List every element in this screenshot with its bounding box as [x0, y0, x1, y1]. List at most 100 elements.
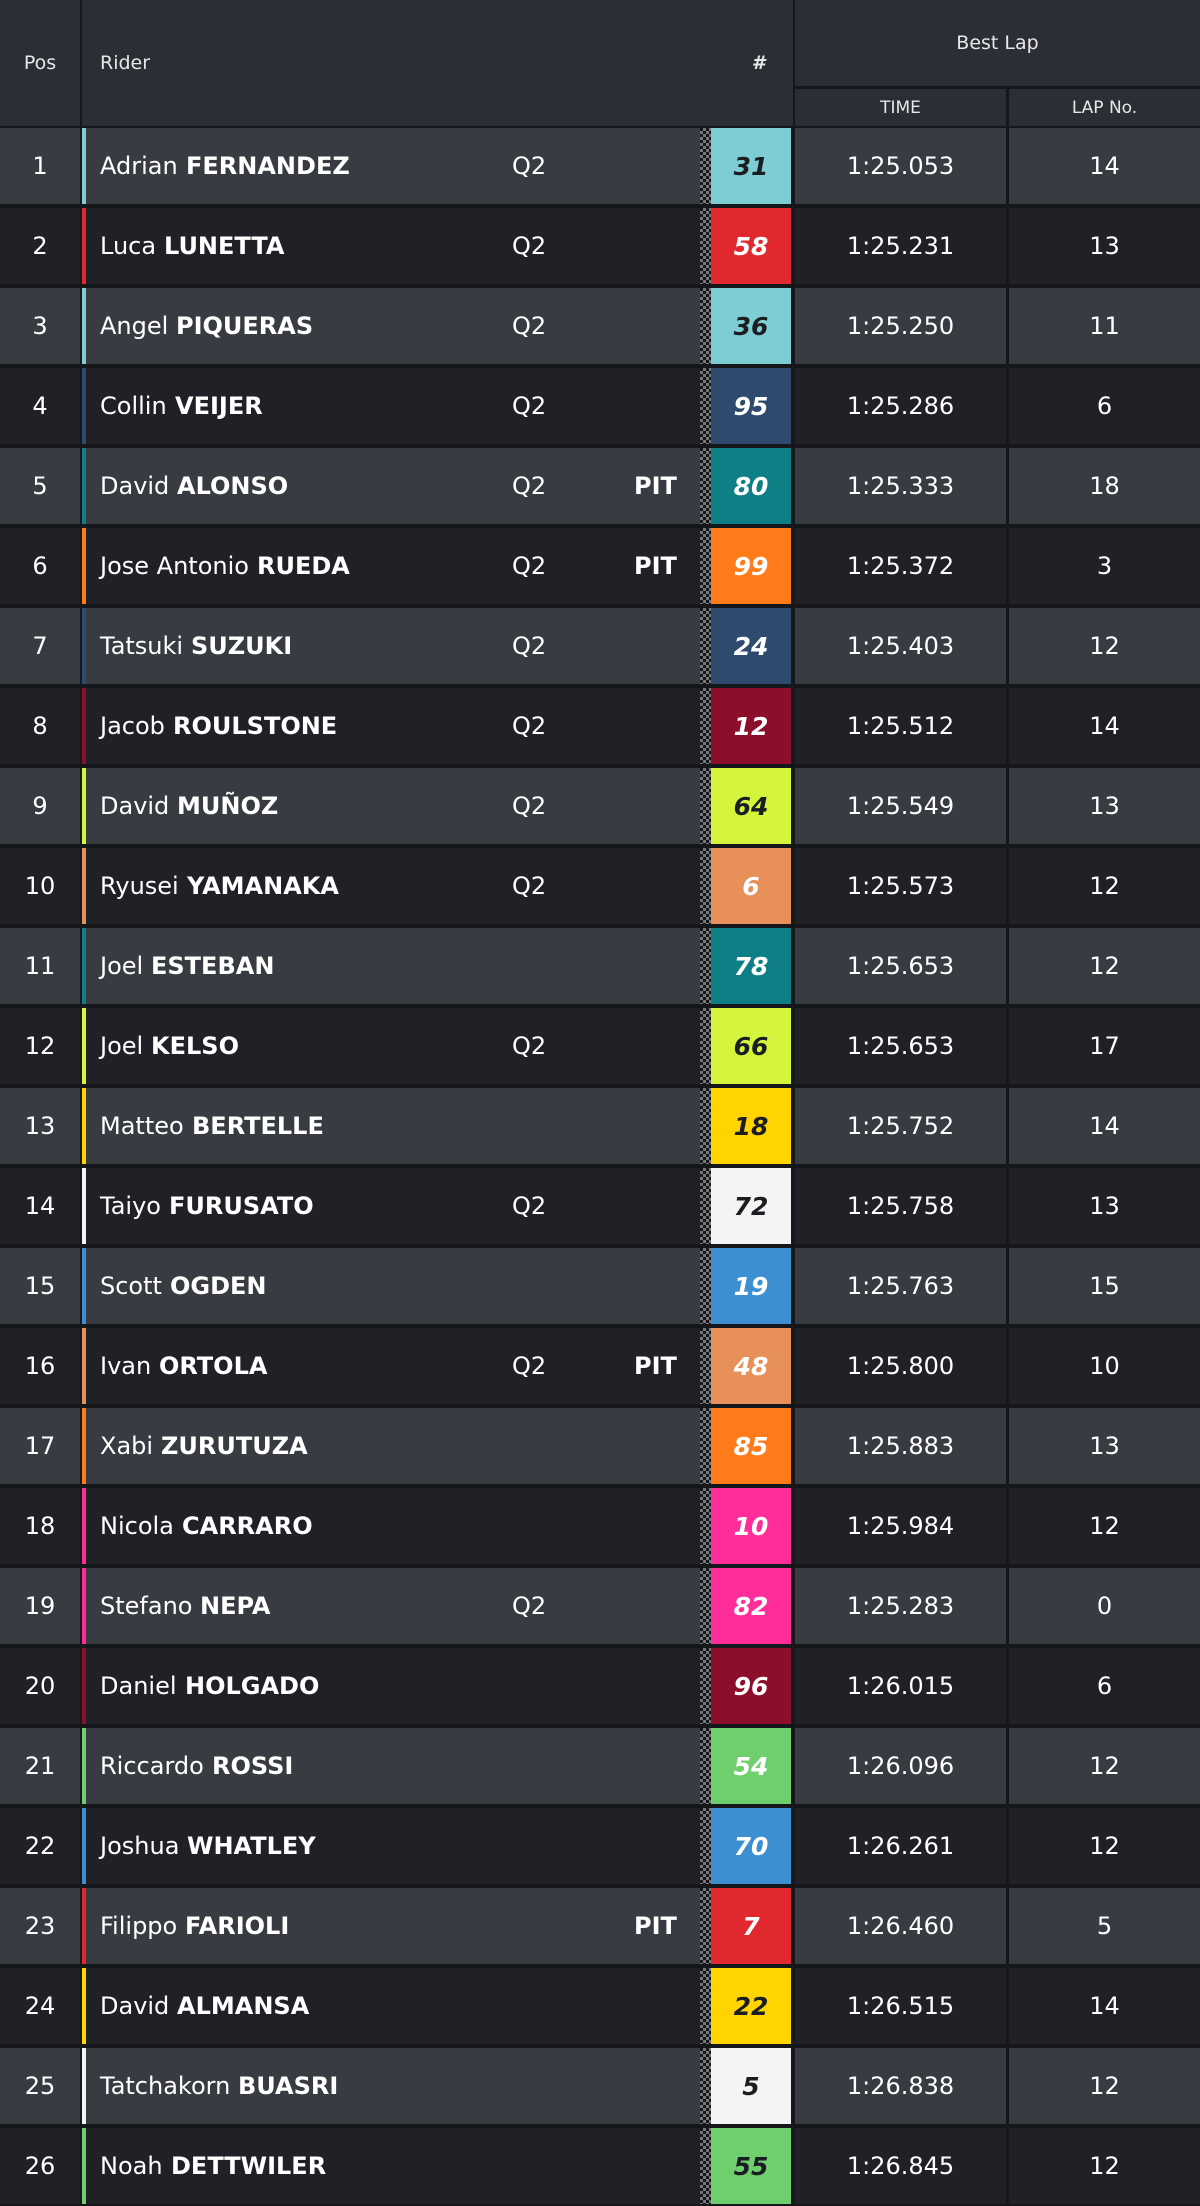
rider-last-name: VEIJER: [175, 392, 263, 420]
checker-strip: [700, 1648, 711, 1724]
best-lap-number: 14: [1009, 688, 1200, 764]
position: 14: [0, 1168, 80, 1244]
checker-strip: [700, 608, 711, 684]
rider-last-name: YAMANAKA: [187, 872, 339, 900]
q2-flag: Q2: [512, 632, 547, 660]
position: 2: [0, 208, 80, 284]
best-lap-time: 1:25.573: [795, 848, 1006, 924]
table-row: 4 Collin VEIJER Q2 95 1:25.286 6: [0, 366, 1200, 446]
best-lap-number: 12: [1009, 1488, 1200, 1564]
best-lap-time: 1:26.515: [795, 1968, 1006, 2044]
checker-strip: [700, 528, 711, 604]
rider-number: 54: [711, 1728, 791, 1804]
rider-last-name: BUASRI: [238, 2072, 339, 2100]
rider-number: 12: [711, 688, 791, 764]
rider-number: 66: [711, 1008, 791, 1084]
checker-strip: [700, 1808, 711, 1884]
checker-strip: [700, 2048, 711, 2124]
best-lap-time: 1:25.758: [795, 1168, 1006, 1244]
rider-first-name: Tatchakorn: [100, 2072, 231, 2100]
rider-last-name: FERNANDEZ: [186, 152, 350, 180]
rider-cell: David ALONSO Q2 PIT: [82, 448, 700, 524]
checker-strip: [700, 768, 711, 844]
rider-last-name: HOLGADO: [185, 1672, 320, 1700]
table-row: 26 Noah DETTWILER 55 1:26.845 12: [0, 2126, 1200, 2206]
rider-first-name: Taiyo: [100, 1192, 161, 1220]
rider-cell: Ryusei YAMANAKA Q2: [82, 848, 700, 924]
header-number: #: [698, 0, 793, 126]
q2-flag: Q2: [512, 872, 547, 900]
table-row: 24 David ALMANSA 22 1:26.515 14: [0, 1966, 1200, 2046]
position: 23: [0, 1888, 80, 1964]
best-lap-number: 18: [1009, 448, 1200, 524]
rider-number: 64: [711, 768, 791, 844]
rider-first-name: Ryusei: [100, 872, 179, 900]
best-lap-number: 17: [1009, 1008, 1200, 1084]
table-row: 10 Ryusei YAMANAKA Q2 6 1:25.573 12: [0, 846, 1200, 926]
position: 25: [0, 2048, 80, 2124]
q2-flag: Q2: [512, 232, 547, 260]
table-row: 16 Ivan ORTOLA Q2 PIT 48 1:25.800 10: [0, 1326, 1200, 1406]
checker-strip: [700, 1408, 711, 1484]
best-lap-time: 1:25.512: [795, 688, 1006, 764]
table-row: 11 Joel ESTEBAN 78 1:25.653 12: [0, 926, 1200, 1006]
rider-number: 31: [711, 128, 791, 204]
rider-first-name: Collin: [100, 392, 167, 420]
position: 1: [0, 128, 80, 204]
position: 6: [0, 528, 80, 604]
best-lap-number: 3: [1009, 528, 1200, 604]
rider-cell: Adrian FERNANDEZ Q2: [82, 128, 700, 204]
table-row: 21 Riccardo ROSSI 54 1:26.096 12: [0, 1726, 1200, 1806]
header-pos: Pos: [0, 0, 80, 126]
q2-flag: Q2: [512, 1352, 547, 1380]
rider-last-name: WHATLEY: [187, 1832, 316, 1860]
checker-strip: [700, 208, 711, 284]
checker-strip: [700, 1248, 711, 1324]
best-lap-time: 1:25.800: [795, 1328, 1006, 1404]
best-lap-number: 15: [1009, 1248, 1200, 1324]
rider-cell: Daniel HOLGADO: [82, 1648, 700, 1724]
best-lap-number: 12: [1009, 2048, 1200, 2124]
rider-first-name: Angel: [100, 312, 169, 340]
best-lap-number: 13: [1009, 1408, 1200, 1484]
position: 16: [0, 1328, 80, 1404]
rider-number: 6: [711, 848, 791, 924]
best-lap-number: 14: [1009, 1968, 1200, 2044]
rider-last-name: DETTWILER: [171, 2152, 327, 2180]
best-lap-time: 1:25.250: [795, 288, 1006, 364]
rider-number: 55: [711, 2128, 791, 2204]
rider-last-name: OGDEN: [170, 1272, 267, 1300]
checker-strip: [700, 928, 711, 1004]
best-lap-number: 13: [1009, 768, 1200, 844]
best-lap-time: 1:25.231: [795, 208, 1006, 284]
rider-last-name: ALMANSA: [177, 1992, 310, 2020]
table-row: 5 David ALONSO Q2 PIT 80 1:25.333 18: [0, 446, 1200, 526]
rider-number: 80: [711, 448, 791, 524]
rider-cell: Riccardo ROSSI: [82, 1728, 700, 1804]
checker-strip: [700, 1328, 711, 1404]
rider-number: 58: [711, 208, 791, 284]
rider-number: 99: [711, 528, 791, 604]
best-lap-number: 13: [1009, 208, 1200, 284]
best-lap-number: 13: [1009, 1168, 1200, 1244]
checker-strip: [700, 128, 711, 204]
rider-number: 48: [711, 1328, 791, 1404]
rider-last-name: PIQUERAS: [176, 312, 314, 340]
rider-first-name: David: [100, 472, 170, 500]
pit-flag: PIT: [634, 472, 677, 500]
best-lap-number: 14: [1009, 128, 1200, 204]
rider-last-name: MUÑOZ: [177, 792, 279, 820]
rider-last-name: FURUSATO: [169, 1192, 314, 1220]
rider-last-name: NEPA: [200, 1592, 271, 1620]
rider-number: 5: [711, 2048, 791, 2124]
header-time: TIME: [795, 89, 1006, 126]
checker-strip: [700, 1568, 711, 1644]
rider-first-name: Luca: [100, 232, 157, 260]
table-row: 6 Jose Antonio RUEDA Q2 PIT 99 1:25.372 3: [0, 526, 1200, 606]
rider-cell: Filippo FARIOLI PIT: [82, 1888, 700, 1964]
rider-first-name: Joel: [100, 952, 144, 980]
position: 3: [0, 288, 80, 364]
rider-cell: David MUÑOZ Q2: [82, 768, 700, 844]
position: 21: [0, 1728, 80, 1804]
rider-number: 95: [711, 368, 791, 444]
